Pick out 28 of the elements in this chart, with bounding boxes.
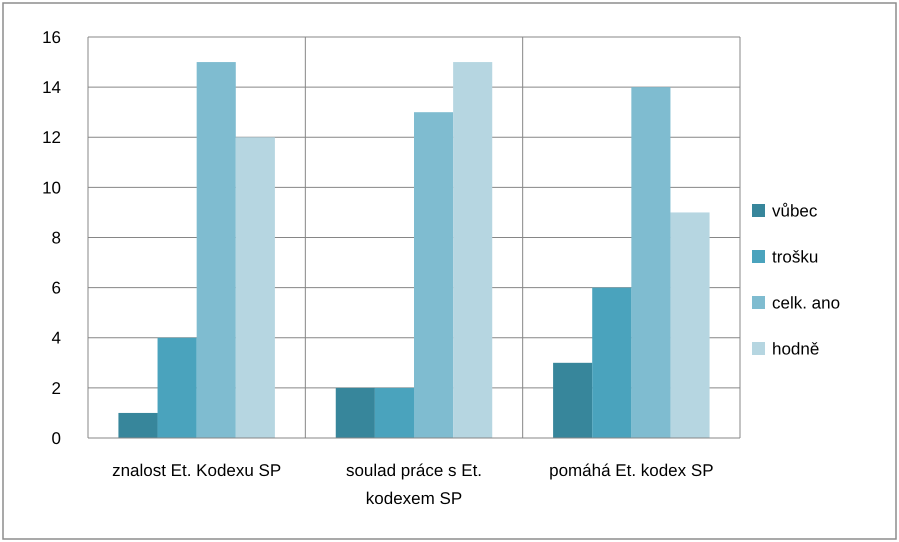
x-tick-label: znalost Et. Kodexu SP	[112, 461, 282, 480]
x-tick-label: soulad práce s Et. kodexem SP	[346, 461, 482, 508]
bar	[592, 288, 632, 438]
bar	[158, 338, 197, 438]
bar	[236, 137, 275, 438]
legend-label: celk. ano	[772, 293, 840, 312]
bar	[336, 388, 375, 438]
y-tick-label: 8	[52, 228, 61, 248]
y-tick-label: 16	[42, 28, 61, 47]
legend-label: vůbec	[772, 201, 818, 220]
x-tick-label: pomáhá Et. kodex SP	[549, 461, 714, 480]
y-tick-label: 6	[52, 278, 61, 298]
bar	[553, 362, 592, 438]
bar	[670, 212, 710, 438]
y-tick-label: 12	[42, 128, 61, 148]
y-tick-label: 14	[42, 78, 61, 98]
legend-label: trošku	[772, 247, 818, 266]
y-tick-label: 10	[42, 178, 61, 198]
y-tick-label: 2	[52, 378, 61, 398]
bar	[196, 62, 236, 438]
bar	[631, 87, 670, 438]
bar	[453, 62, 492, 438]
bar	[118, 412, 158, 438]
bar	[414, 112, 454, 438]
y-tick-label: 4	[52, 328, 61, 348]
y-tick-label: 0	[52, 428, 61, 448]
legend-label: hodně	[772, 339, 820, 358]
bar	[374, 388, 414, 438]
